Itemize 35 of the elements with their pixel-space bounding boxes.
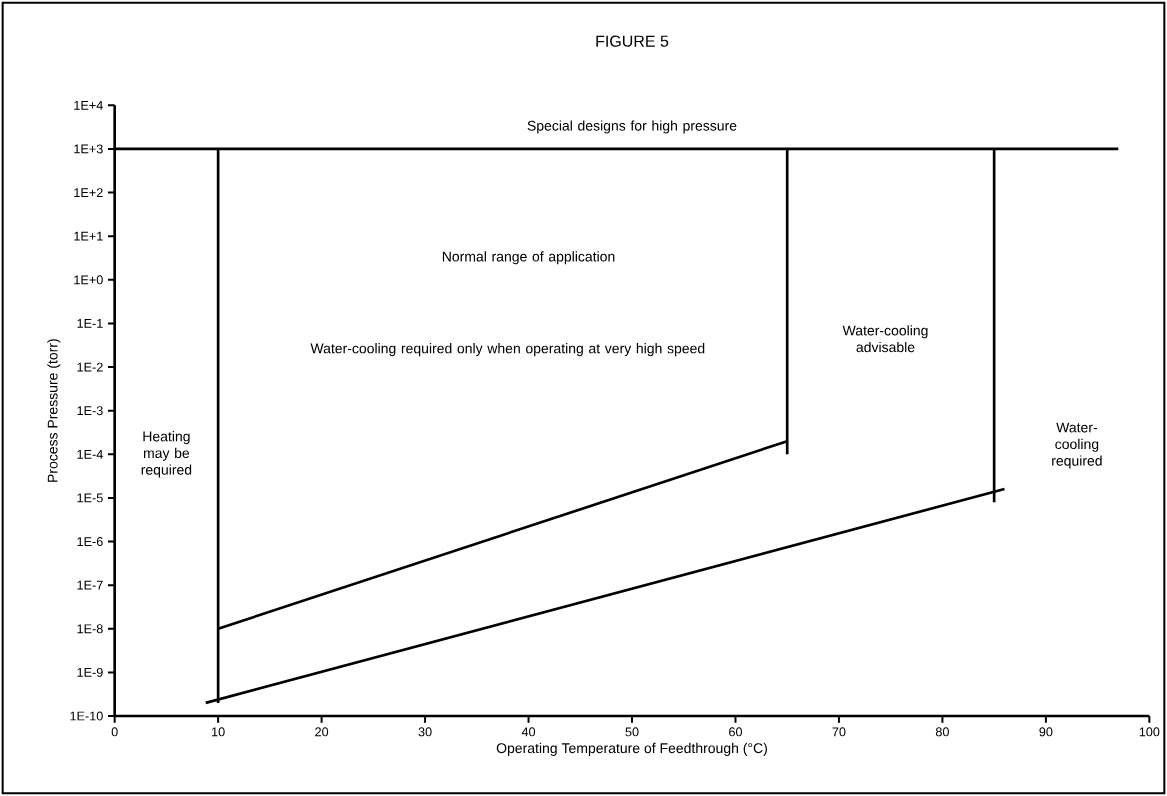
- x-tick-label: 10: [212, 727, 225, 737]
- y-tick-label: 1E+1: [74, 231, 103, 241]
- x-tick-label: 70: [832, 727, 846, 737]
- annotation: Water-cooling required only when operating at very high speed: [310, 343, 705, 357]
- y-tick-label: 1E-4: [77, 449, 103, 459]
- y-tick-label: 1E-7: [77, 580, 103, 590]
- y-tick-label: 1E+2: [74, 188, 103, 197]
- y-tick-label: 1E-6: [77, 537, 103, 547]
- y-tick-label: 1E-1: [77, 319, 103, 328]
- x-tick-label: 0: [111, 727, 118, 737]
- y-tick-label: 1E+3: [74, 144, 103, 154]
- annotation: Water-cooling advisable: [842, 325, 928, 353]
- y-tick-label: 1E-9: [77, 667, 103, 677]
- y-tick-label: 1E+0: [74, 275, 103, 285]
- x-tick-label: 60: [729, 727, 743, 737]
- y-tick-label: 1E-2: [77, 362, 103, 372]
- y-tick-label: 1E-10: [70, 711, 103, 721]
- y-tick-label: 1E-3: [77, 406, 103, 416]
- x-tick-label: 100: [1139, 727, 1160, 737]
- x-tick-label: 80: [935, 727, 949, 737]
- x-axis-title: Operating Temperature of Feedthrough (°C): [496, 742, 767, 756]
- annotation: Special designs for high pressure: [527, 120, 737, 134]
- x-tick-label: 90: [1039, 727, 1053, 737]
- y-tick-label: 1E-8: [77, 624, 103, 634]
- x-tick-label: 30: [418, 727, 432, 737]
- x-tick-label: 20: [315, 727, 329, 737]
- x-tick-label: 50: [625, 727, 639, 737]
- annotation: Water-cooling required: [1052, 422, 1102, 469]
- x-tick-label: 40: [521, 727, 536, 737]
- annotation: Heating may be required: [141, 431, 192, 478]
- y-tick-label: 1E+4: [74, 100, 103, 110]
- annotation: Normal range of application: [442, 251, 615, 265]
- y-axis-title: Process Pressure (torr): [47, 339, 61, 482]
- chart-title: FIGURE 5: [596, 35, 669, 47]
- y-tick-label: 1E-5: [77, 493, 103, 503]
